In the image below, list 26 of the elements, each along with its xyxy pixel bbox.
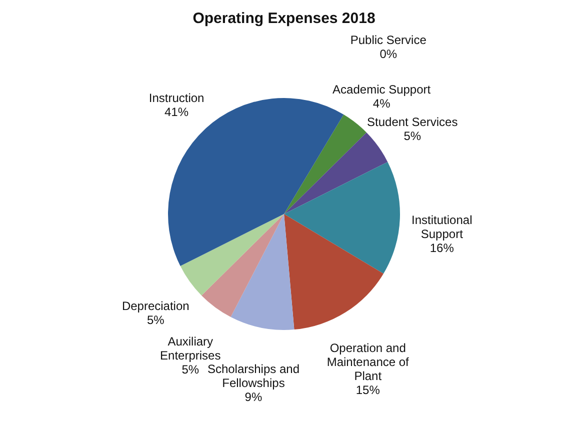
data-label: 16% <box>430 240 454 255</box>
slice-label: Operation and Maintenance of Plant <box>326 340 410 383</box>
data-label: 41% <box>164 105 189 120</box>
data-label: 4% <box>372 96 391 111</box>
text: 0% <box>380 46 398 61</box>
pie-slice <box>284 162 400 274</box>
chart-title: Operating Expenses 2018 <box>192 10 376 27</box>
data-label: 9% <box>244 390 262 404</box>
pie-slice <box>284 132 388 214</box>
data-label: 15% <box>356 382 380 397</box>
slice-label: Scholarships and Fellowships <box>207 362 300 390</box>
pie-slice <box>180 214 284 296</box>
pie-slice <box>230 214 294 330</box>
data-label: 5% <box>182 362 200 376</box>
slice-label: Instruction <box>148 91 204 106</box>
slice-label: Institutional Support <box>412 212 472 241</box>
pie-slice <box>284 114 367 214</box>
category-label: Public Service <box>350 32 426 47</box>
slice-label: Auxiliary Enterprises <box>160 334 221 362</box>
data-label: 5% <box>146 313 165 328</box>
pie-slice <box>201 214 284 318</box>
slice-label: Student Services <box>367 114 458 129</box>
slice-label: Depreciation <box>122 299 190 314</box>
data-label: 5% <box>404 128 422 143</box>
slice-label: Academic Support <box>332 82 432 97</box>
pie-slice <box>284 214 384 330</box>
